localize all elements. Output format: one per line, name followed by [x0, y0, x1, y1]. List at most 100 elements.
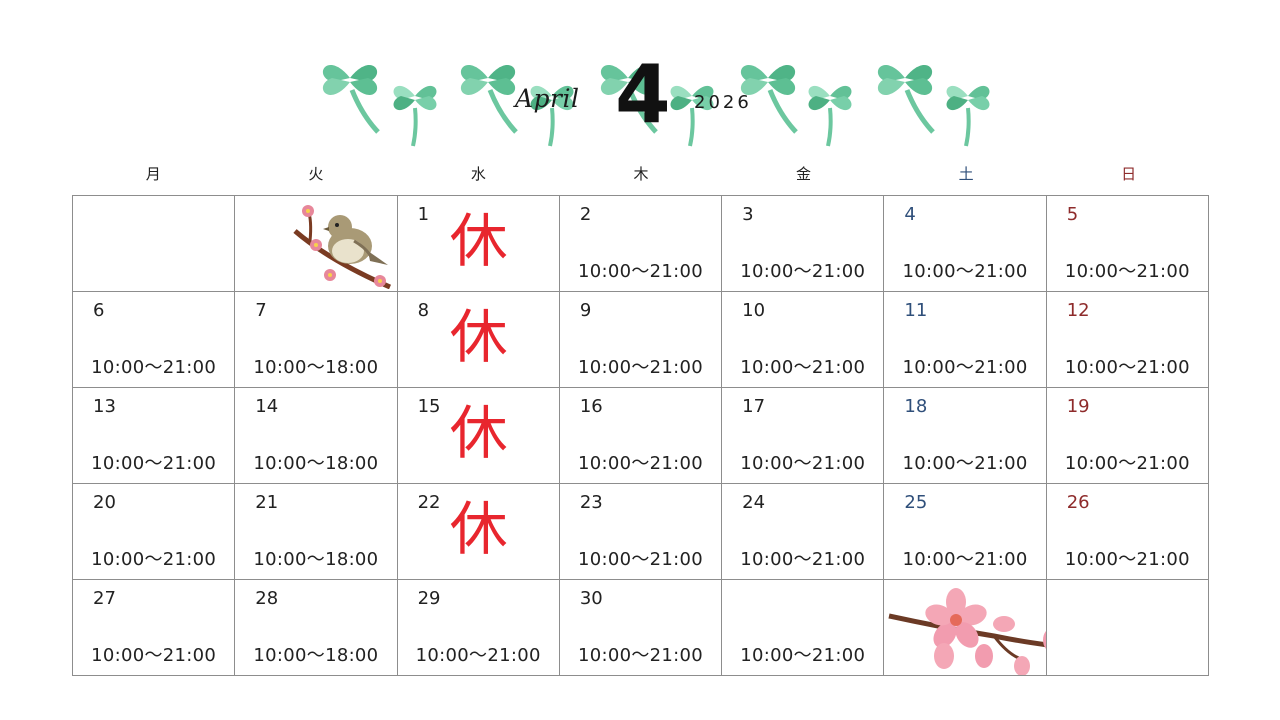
day-number: 26 [1066, 492, 1090, 513]
calendar-day-cell: 27 10:00～21:00 [73, 580, 236, 676]
calendar-day-cell: 24 10:00～21:00 [722, 484, 885, 580]
business-hours: 10:00～21:00 [902, 357, 1028, 378]
day-number: 2 [579, 204, 592, 225]
calendar-day-cell: 4 10:00～21:00 [884, 196, 1047, 292]
day-number: 15 [417, 396, 441, 417]
business-hours: 10:00～21:00 [577, 645, 704, 666]
day-number: 18 [904, 396, 928, 417]
calendar-day-cell: 11 10:00～21:00 [884, 292, 1047, 388]
day-number: 25 [904, 492, 928, 513]
weekday-sun: 日 [1121, 165, 1137, 183]
day-number: 4 [904, 204, 916, 225]
weekday-wed: 水 [470, 165, 486, 183]
calendar-grid: 1 休 2 10:00～21:00 3 10:00～21:00 4 10:00～21:00 5 1… [72, 195, 1209, 676]
calendar-day-cell: 2 10:00～21:00 [559, 196, 723, 292]
business-hours: 10:00～21:00 [1064, 357, 1190, 378]
business-hours: 10:00～21:00 [1064, 261, 1190, 282]
business-hours: 10:00～21:00 [91, 357, 217, 378]
calendar-day-cell: 16 10:00～21:00 [559, 388, 723, 484]
weekday-sat: 土 [958, 165, 974, 183]
calendar-day-cell: 20 10:00～21:00 [73, 484, 236, 580]
year-label: 2026 [694, 92, 752, 113]
business-hours: 10:00～21:00 [91, 549, 217, 570]
calendar-day-cell: 21 10:00～18:00 [235, 484, 398, 580]
day-number: 29 [417, 588, 441, 609]
business-hours: 10:00～18:00 [253, 453, 379, 474]
calendar-day-cell: 10 10:00～21:00 [722, 292, 885, 388]
business-hours: 10:00～21:00 [740, 549, 866, 570]
bird-on-plum-branch-icon [290, 201, 395, 291]
cherry-blossom-branch-icon [884, 586, 1046, 675]
weekday-header: 月 火 水 木 金 土 日 [72, 160, 1210, 188]
weekday-thu: 木 [633, 165, 649, 183]
weekday-mon: 月 [145, 165, 161, 183]
business-hours: 10:00～21:00 [1064, 549, 1190, 570]
business-hours: 10:00～21:00 [1064, 453, 1190, 474]
day-number: 8 [417, 300, 430, 321]
business-hours: 10:00～21:00 [902, 549, 1028, 570]
closed-day-mark: 休 [449, 399, 508, 467]
closed-day-mark: 休 [449, 207, 508, 275]
day-number: 7 [255, 300, 267, 321]
calendar-day-cell [235, 196, 398, 292]
day-number: 14 [255, 396, 279, 417]
calendar-day-cell [884, 580, 1047, 676]
calendar-day-cell: 14 10:00～18:00 [235, 388, 398, 484]
calendar-day-cell: 5 10:00～21:00 [1046, 196, 1209, 292]
day-number: 30 [579, 588, 603, 609]
closed-day-mark: 休 [449, 303, 508, 371]
business-hours: 10:00～18:00 [253, 357, 379, 378]
day-number: 16 [579, 396, 603, 417]
day-number: 17 [742, 396, 766, 417]
calendar-day-cell: 26 10:00～21:00 [1046, 484, 1209, 580]
calendar-day-cell: 28 10:00～18:00 [235, 580, 398, 676]
calendar-day-cell: 10:00～21:00 [722, 580, 885, 676]
weekday-tue: 火 [308, 165, 324, 183]
business-hours: 10:00～18:00 [253, 549, 379, 570]
month-number: 4 [615, 48, 671, 141]
business-hours: 10:00～21:00 [91, 453, 217, 474]
day-number: 22 [417, 492, 441, 513]
day-number: 13 [93, 396, 116, 417]
business-hours: 10:00～21:00 [91, 645, 217, 666]
calendar-day-cell: 23 10:00～21:00 [559, 484, 723, 580]
business-hours: 10:00～21:00 [740, 645, 866, 666]
day-number: 23 [579, 492, 603, 513]
calendar-day-cell: 29 10:00～21:00 [397, 580, 560, 676]
business-hours: 10:00～21:00 [577, 453, 704, 474]
day-number: 19 [1066, 396, 1090, 417]
day-number: 10 [742, 300, 766, 321]
calendar-day-cell: 13 10:00～21:00 [73, 388, 236, 484]
calendar-day-cell: 18 10:00～21:00 [884, 388, 1047, 484]
calendar-day-cell: 30 10:00～21:00 [559, 580, 723, 676]
business-hours: 10:00～21:00 [902, 261, 1028, 282]
calendar-day-cell: 3 10:00～21:00 [722, 196, 885, 292]
weekday-fri: 金 [796, 165, 812, 183]
business-hours: 10:00～21:00 [577, 357, 704, 378]
day-number: 3 [742, 204, 754, 225]
day-number: 12 [1066, 300, 1090, 321]
calendar-day-cell: 25 10:00～21:00 [884, 484, 1047, 580]
calendar-day-cell [1046, 580, 1209, 676]
day-number: 24 [742, 492, 766, 513]
day-number: 1 [417, 204, 430, 225]
day-number: 6 [93, 300, 105, 321]
month-name: April [515, 84, 580, 113]
day-number: 5 [1066, 204, 1079, 225]
calendar-day-cell: 6 10:00～21:00 [73, 292, 236, 388]
calendar-day-cell: 22 休 [397, 484, 560, 580]
calendar-day-cell: 9 10:00～21:00 [559, 292, 723, 388]
closed-day-mark: 休 [449, 495, 508, 563]
business-hours: 10:00～21:00 [740, 261, 866, 282]
calendar-day-cell: 17 10:00～21:00 [722, 388, 885, 484]
business-hours: 10:00～21:00 [740, 453, 866, 474]
day-number: 21 [255, 492, 279, 513]
calendar-day-cell [73, 196, 236, 292]
business-hours: 10:00～21:00 [740, 357, 866, 378]
day-number: 27 [93, 588, 116, 609]
day-number: 28 [255, 588, 279, 609]
calendar-day-cell: 19 10:00～21:00 [1046, 388, 1209, 484]
business-hours: 10:00～21:00 [577, 549, 704, 570]
